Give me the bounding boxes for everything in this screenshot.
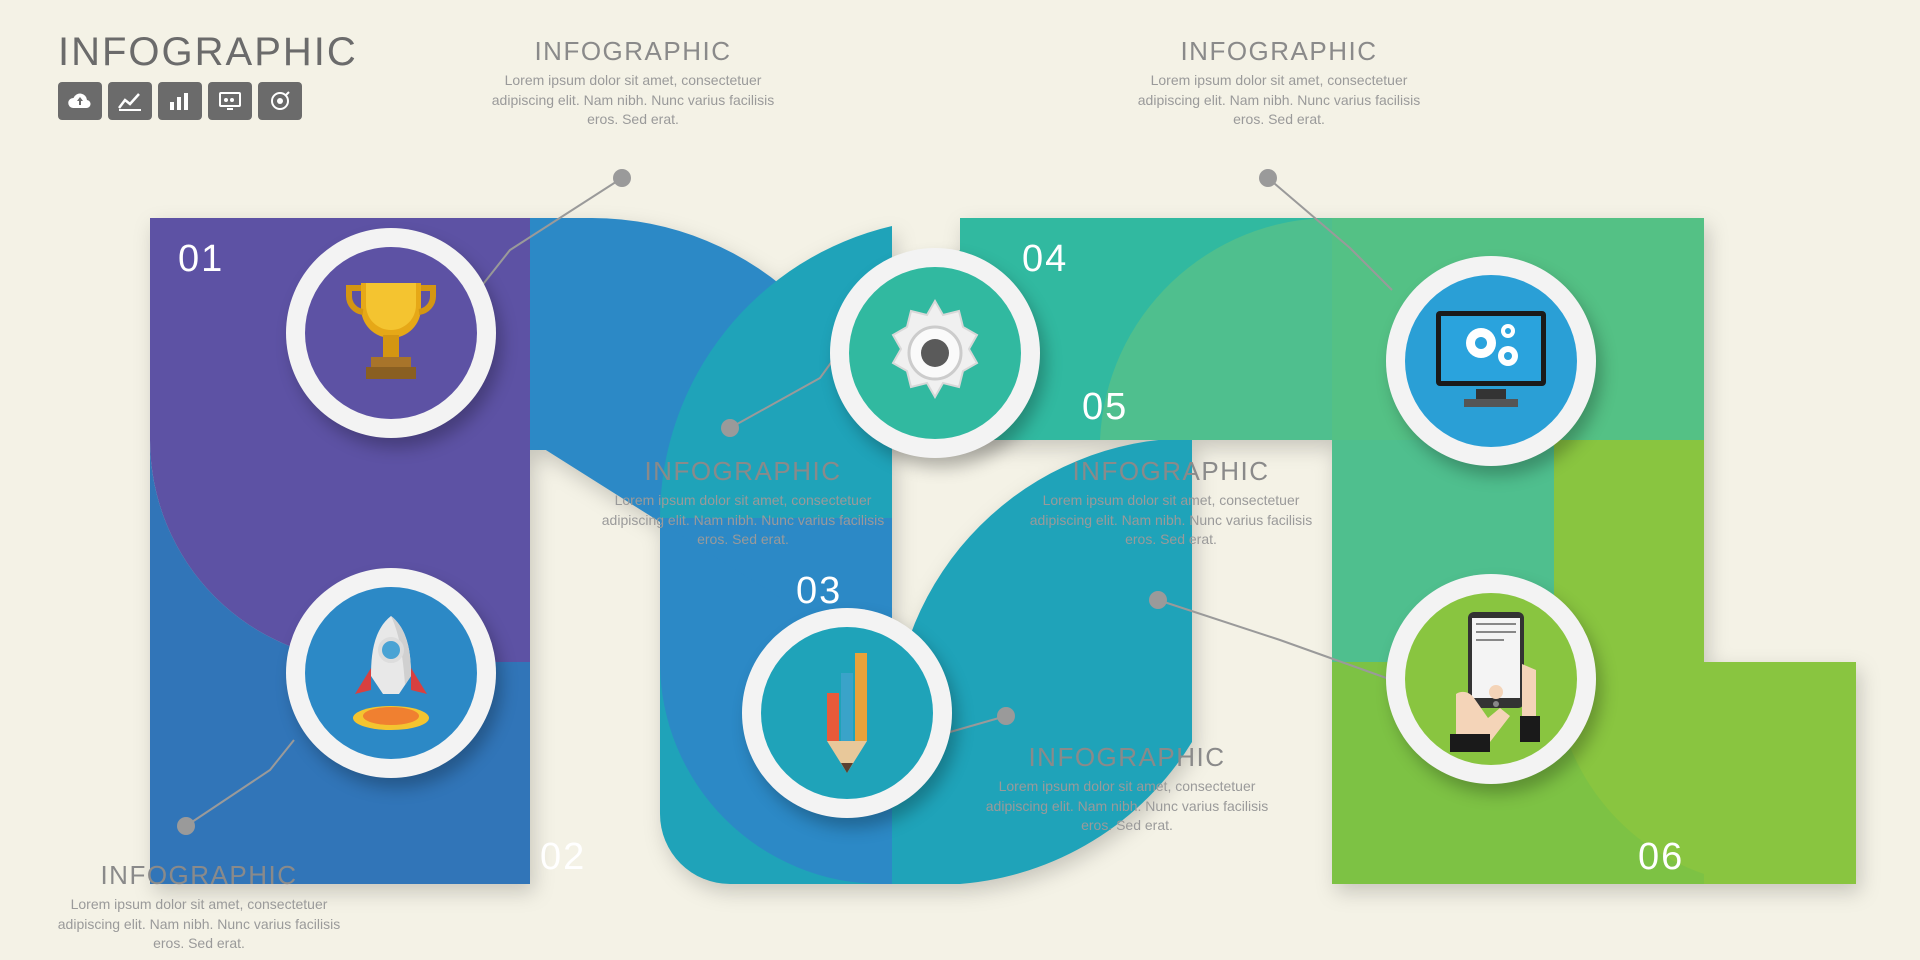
step-number-03: 03 — [796, 570, 842, 613]
callout-body: Lorem ipsum dolor sit amet, consectetuer… — [1016, 491, 1326, 550]
leader-dot — [721, 419, 739, 437]
leader-dot — [177, 817, 195, 835]
step-number-06: 06 — [1638, 836, 1684, 879]
step-circle-c5 — [1386, 256, 1596, 466]
header-icon-row — [58, 82, 302, 120]
line-chart-icon — [108, 82, 152, 120]
callout-body: Lorem ipsum dolor sit amet, consectetuer… — [1124, 71, 1434, 130]
callout-01: INFOGRAPHIC Lorem ipsum dolor sit amet, c… — [478, 36, 788, 130]
callout-02: INFOGRAPHIC Lorem ipsum dolor sit amet, c… — [44, 860, 354, 954]
callout-title: INFOGRAPHIC — [1124, 36, 1434, 67]
hand-phone-icon — [1405, 593, 1577, 765]
callout-06: INFOGRAPHIC Lorem ipsum dolor sit amet, c… — [1016, 456, 1326, 550]
pencil-chart-icon — [761, 627, 933, 799]
cloud-upload-icon — [58, 82, 102, 120]
leader-dot — [997, 707, 1015, 725]
callout-title: INFOGRAPHIC — [478, 36, 788, 67]
monitor-gears-icon — [1405, 275, 1577, 447]
leader-dot — [1259, 169, 1277, 187]
callout-title: INFOGRAPHIC — [44, 860, 354, 891]
leader-dot — [1149, 591, 1167, 609]
callout-body: Lorem ipsum dolor sit amet, consectetuer… — [972, 777, 1282, 836]
callout-body: Lorem ipsum dolor sit amet, consectetuer… — [588, 491, 898, 550]
leader-dot — [613, 169, 631, 187]
step-number-05: 05 — [1082, 386, 1128, 429]
presentation-icon — [208, 82, 252, 120]
callout-03: INFOGRAPHIC Lorem ipsum dolor sit amet, c… — [972, 742, 1282, 836]
rocket-icon — [305, 587, 477, 759]
callout-title: INFOGRAPHIC — [1016, 456, 1326, 487]
step-number-01: 01 — [178, 238, 224, 281]
main-title: INFOGRAPHIC — [58, 30, 358, 75]
trophy-icon — [305, 247, 477, 419]
bar-chart-icon — [158, 82, 202, 120]
step-circle-c4 — [830, 248, 1040, 458]
callout-title: INFOGRAPHIC — [972, 742, 1282, 773]
step-circle-c1 — [286, 228, 496, 438]
callout-body: Lorem ipsum dolor sit amet, consectetuer… — [478, 71, 788, 130]
step-number-04: 04 — [1022, 238, 1068, 281]
step-circle-c3 — [742, 608, 952, 818]
step-circle-c2 — [286, 568, 496, 778]
step-circle-c6 — [1386, 574, 1596, 784]
callout-05: INFOGRAPHIC Lorem ipsum dolor sit amet, c… — [1124, 36, 1434, 130]
callout-body: Lorem ipsum dolor sit amet, consectetuer… — [44, 895, 354, 954]
infographic-canvas: INFOGRAPHIC 01 02 03 04 05 06 INFOGRAPHIC Lorem … — [0, 0, 1920, 960]
callout-04: INFOGRAPHIC Lorem ipsum dolor sit amet, c… — [588, 456, 898, 550]
step-number-02: 02 — [540, 836, 586, 879]
callout-title: INFOGRAPHIC — [588, 456, 898, 487]
target-icon — [258, 82, 302, 120]
gear-icon — [849, 267, 1021, 439]
